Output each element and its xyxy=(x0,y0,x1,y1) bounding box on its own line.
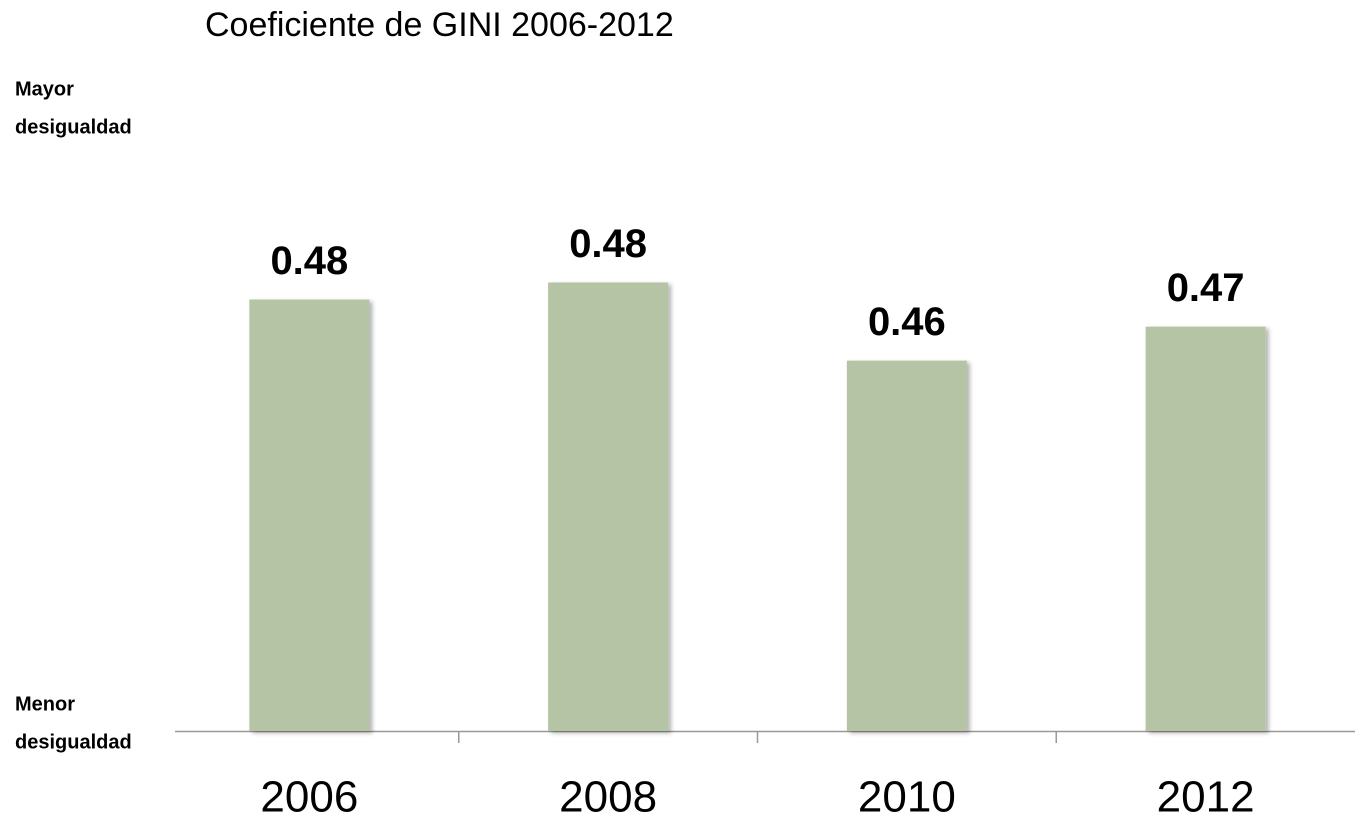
x-tick-label: 2010 xyxy=(858,773,956,813)
value-label: 0.46 xyxy=(868,300,946,344)
bar xyxy=(1145,326,1266,731)
bar xyxy=(548,282,669,731)
bottom-label: desigualdad xyxy=(15,731,132,753)
bar xyxy=(846,360,967,731)
bar xyxy=(249,299,370,731)
top-label: desigualdad xyxy=(15,116,132,138)
x-tick-label: 2012 xyxy=(1157,773,1255,813)
value-label: 0.47 xyxy=(1167,266,1245,310)
value-label: 0.48 xyxy=(569,222,647,266)
x-tick-label: 2008 xyxy=(559,773,657,813)
bottom-label: Menor xyxy=(15,693,75,715)
top-label: Mayor xyxy=(15,78,74,100)
x-tick-label: 2006 xyxy=(260,773,358,813)
value-label: 0.48 xyxy=(270,239,348,283)
chart-title: Coeficiente de GINI 2006-2012 xyxy=(205,6,674,44)
